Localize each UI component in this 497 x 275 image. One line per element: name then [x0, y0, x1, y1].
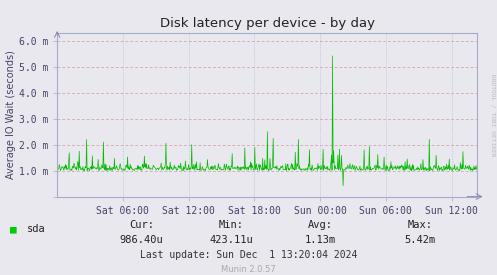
Text: Munin 2.0.57: Munin 2.0.57 — [221, 265, 276, 274]
Text: 986.40u: 986.40u — [120, 235, 164, 245]
Text: Avg:: Avg: — [308, 220, 333, 230]
Text: sda: sda — [27, 224, 46, 234]
Text: 5.42m: 5.42m — [405, 235, 435, 245]
Text: 1.13m: 1.13m — [305, 235, 336, 245]
Text: Cur:: Cur: — [129, 220, 154, 230]
Text: ■: ■ — [10, 224, 17, 234]
Text: RRDTOOL / TOBI OETIKER: RRDTOOL / TOBI OETIKER — [491, 74, 496, 157]
Title: Disk latency per device - by day: Disk latency per device - by day — [160, 17, 375, 31]
Text: Last update: Sun Dec  1 13:20:04 2024: Last update: Sun Dec 1 13:20:04 2024 — [140, 250, 357, 260]
Text: Min:: Min: — [219, 220, 244, 230]
Text: 423.11u: 423.11u — [209, 235, 253, 245]
Text: Max:: Max: — [408, 220, 432, 230]
Y-axis label: Average IO Wait (seconds): Average IO Wait (seconds) — [6, 50, 16, 179]
